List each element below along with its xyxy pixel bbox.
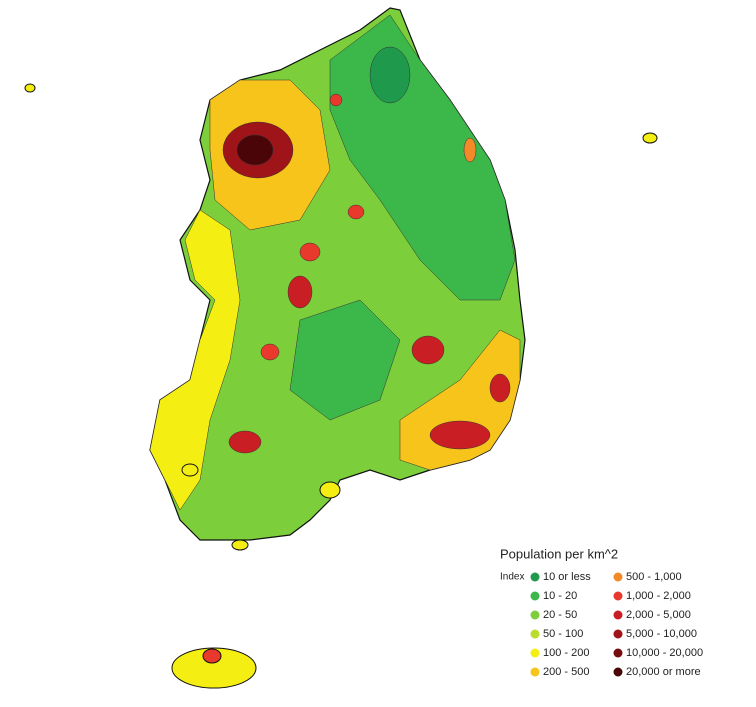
island — [231, 539, 249, 551]
sparse-area — [369, 46, 411, 104]
legend-label: 50 - 100 — [543, 628, 583, 640]
legend-label: 5,000 - 10,000 — [626, 628, 697, 640]
legend-swatch — [530, 629, 540, 639]
daegu — [411, 335, 445, 365]
legend-label: 1,000 - 2,000 — [626, 590, 691, 602]
west-coast — [149, 209, 241, 511]
legend-label: 20 - 50 — [543, 609, 577, 621]
jeonju — [260, 343, 280, 361]
island — [181, 463, 199, 477]
central-region — [289, 299, 401, 421]
legend-swatch — [613, 610, 623, 620]
jeju — [171, 647, 257, 689]
chuncheon — [329, 93, 343, 107]
legend-swatch — [613, 667, 623, 677]
legend-label: 100 - 200 — [543, 647, 589, 659]
island — [319, 481, 341, 499]
legend-swatch — [613, 648, 623, 658]
legend-swatch — [530, 667, 540, 677]
legend-swatch — [530, 572, 540, 582]
island — [24, 83, 36, 93]
legend-swatch — [613, 629, 623, 639]
legend-swatch — [530, 648, 540, 658]
legend-swatch — [530, 591, 540, 601]
regions — [149, 14, 521, 511]
ulleung — [642, 132, 658, 144]
legend-label: 10 - 20 — [543, 590, 577, 602]
legend-title: Population per km^2 — [500, 546, 618, 561]
busan — [429, 420, 491, 450]
daejeon — [287, 275, 313, 309]
seoul-core — [236, 134, 274, 166]
legend-label: 20,000 or more — [626, 666, 701, 678]
legend-index-label: Index — [500, 572, 524, 583]
jeju-city — [202, 648, 222, 664]
legend-swatch — [530, 610, 540, 620]
gangneung — [463, 137, 477, 163]
ulsan — [489, 373, 511, 403]
legend-swatch — [613, 591, 623, 601]
islands — [24, 83, 658, 689]
legend-label: 200 - 500 — [543, 666, 589, 678]
gwangju — [228, 430, 262, 454]
cheongju — [299, 242, 321, 262]
legend-label: 10 or less — [543, 571, 591, 583]
wonju — [347, 204, 365, 220]
legend-label: 500 - 1,000 — [626, 571, 682, 583]
legend: Population per km^2 Index 10 or less 10 -… — [500, 546, 703, 677]
legend-swatch — [613, 572, 623, 582]
legend-label: 10,000 - 20,000 — [626, 647, 703, 659]
legend-label: 2,000 - 5,000 — [626, 609, 691, 621]
